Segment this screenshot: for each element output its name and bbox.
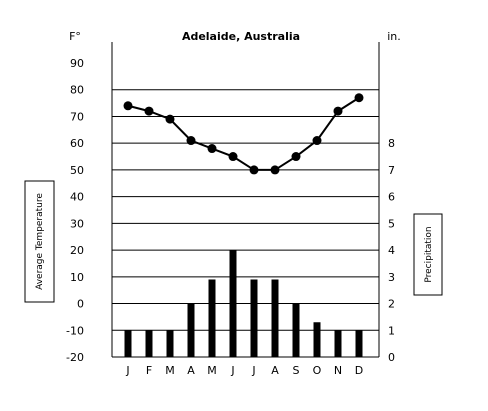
- right-tick-label: 0: [388, 351, 395, 364]
- left-tick-label: 60: [70, 137, 84, 150]
- temperature-point: [270, 165, 280, 175]
- left-unit-label: F°: [69, 30, 81, 43]
- temperature-point: [165, 114, 175, 124]
- precipitation-bar: [271, 279, 279, 357]
- right-axis-label: Precipitation: [424, 226, 434, 282]
- left-tick-label: 70: [70, 110, 84, 123]
- temperature-point: [186, 136, 196, 146]
- right-tick-label: 8: [388, 137, 395, 150]
- precipitation-bar: [229, 250, 237, 357]
- temperature-point: [144, 106, 154, 116]
- temperature-line: [123, 93, 364, 175]
- left-axis-label-box: [24, 180, 55, 303]
- temperature-series: [127, 96, 360, 171]
- right-tick-label: 5: [388, 217, 395, 230]
- temperature-point: [249, 165, 259, 175]
- left-tick-label: 30: [70, 217, 84, 230]
- precipitation-bar: [124, 330, 132, 357]
- left-tick-label: -20: [66, 351, 84, 364]
- left-axis-ticks: -20 -10 0 10 20 30 40 50 60 70 80 90: [66, 57, 84, 364]
- precipitation-bar: [355, 330, 363, 357]
- right-tick-label: 7: [388, 164, 395, 177]
- precipitation-bar: [313, 322, 321, 357]
- month-label: F: [146, 364, 152, 377]
- left-axis-label: Average Temperature: [35, 193, 45, 290]
- month-label: D: [355, 364, 363, 377]
- left-tick-label: 20: [70, 244, 84, 257]
- precipitation-bar: [208, 279, 216, 357]
- precipitation-bar: [292, 303, 300, 357]
- temperature-point: [123, 101, 133, 111]
- right-tick-label: 2: [388, 298, 395, 311]
- month-label: A: [187, 364, 195, 377]
- month-label: N: [334, 364, 342, 377]
- precipitation-bar: [250, 279, 258, 357]
- precipitation-bar: [334, 330, 342, 357]
- left-tick-label: -10: [66, 324, 84, 337]
- temperature-point: [291, 152, 301, 162]
- month-label: M: [207, 364, 217, 377]
- temperature-point: [207, 144, 217, 154]
- temperature-point: [333, 106, 343, 116]
- right-axis-ticks: 0 1 2 3 4 5 6 7 8: [388, 137, 395, 364]
- precipitation-bar: [187, 303, 195, 357]
- precipitation-bars: [124, 250, 363, 357]
- precipitation-bar: [166, 330, 174, 357]
- right-tick-label: 6: [388, 191, 395, 204]
- temperature-point: [354, 93, 364, 103]
- left-tick-label: 50: [70, 164, 84, 177]
- month-label: S: [293, 364, 300, 377]
- left-tick-label: 40: [70, 191, 84, 204]
- left-tick-label: 0: [77, 298, 84, 311]
- month-label: J: [230, 364, 234, 377]
- left-tick-label: 90: [70, 57, 84, 70]
- month-label: A: [271, 364, 279, 377]
- temperature-point: [312, 136, 322, 146]
- right-tick-label: 3: [388, 271, 395, 284]
- right-tick-label: 1: [388, 324, 395, 337]
- temperature-point: [228, 152, 238, 162]
- right-tick-label: 4: [388, 244, 395, 257]
- precipitation-bar: [145, 330, 153, 357]
- left-tick-label: 80: [70, 84, 84, 97]
- month-label: O: [313, 364, 322, 377]
- month-label: J: [125, 364, 129, 377]
- month-label: M: [165, 364, 175, 377]
- right-unit-label: in.: [387, 30, 401, 43]
- month-label: J: [251, 364, 255, 377]
- chart-title: Adelaide, Australia: [182, 30, 300, 43]
- left-tick-label: 10: [70, 271, 84, 284]
- gridlines: [112, 89, 379, 331]
- plot-frame: [111, 42, 380, 358]
- right-axis-label-box: [413, 213, 443, 296]
